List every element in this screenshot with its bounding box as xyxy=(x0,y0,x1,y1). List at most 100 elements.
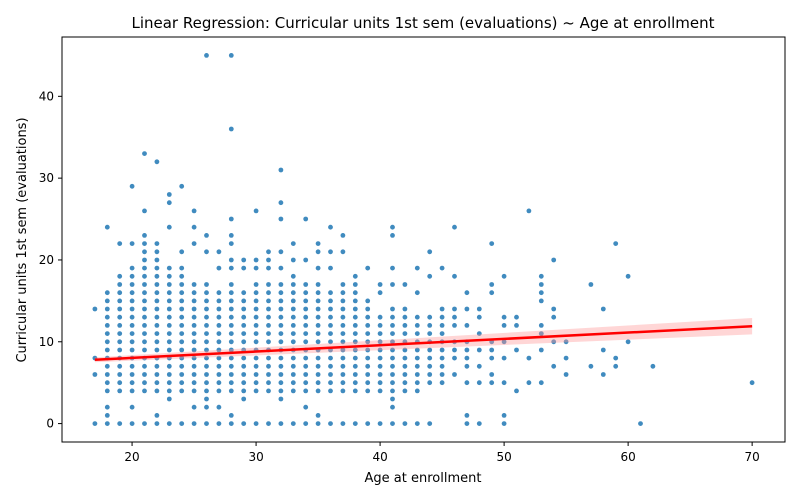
data-point xyxy=(352,282,358,287)
data-point xyxy=(328,265,333,271)
data-point xyxy=(452,347,457,353)
data-point xyxy=(489,290,495,296)
data-point xyxy=(166,265,172,271)
data-point xyxy=(278,363,284,369)
data-point xyxy=(278,314,284,320)
data-point xyxy=(489,282,495,287)
data-point xyxy=(166,298,172,304)
data-point xyxy=(117,298,123,304)
data-point xyxy=(439,363,445,369)
data-point xyxy=(253,265,259,271)
data-point xyxy=(303,314,309,320)
data-point xyxy=(216,421,222,426)
data-point xyxy=(303,388,309,394)
data-point xyxy=(514,347,519,353)
data-point xyxy=(464,380,470,386)
data-point xyxy=(228,380,234,386)
data-point xyxy=(216,363,222,369)
data-point xyxy=(538,282,544,287)
data-point xyxy=(600,347,606,353)
data-point xyxy=(278,396,284,402)
data-point xyxy=(154,363,160,369)
x-tick-label: 50 xyxy=(496,450,511,464)
data-point xyxy=(340,363,346,369)
data-point xyxy=(377,421,383,426)
data-point xyxy=(352,347,358,353)
data-point xyxy=(390,372,395,377)
data-point xyxy=(228,331,234,336)
data-point xyxy=(315,421,321,426)
data-point xyxy=(402,282,408,287)
data-point xyxy=(179,388,185,394)
data-point xyxy=(538,298,544,304)
data-point xyxy=(204,363,209,369)
data-point xyxy=(377,331,383,336)
data-point xyxy=(303,298,309,304)
data-point xyxy=(204,290,209,296)
data-point xyxy=(538,290,544,296)
x-tick-label: 20 xyxy=(124,450,139,464)
data-point xyxy=(290,363,296,369)
data-point xyxy=(179,339,185,345)
data-point xyxy=(228,347,234,353)
data-point xyxy=(613,363,619,369)
data-point xyxy=(390,421,395,426)
data-point xyxy=(266,249,271,255)
data-point xyxy=(352,290,358,296)
data-point xyxy=(303,363,309,369)
data-point xyxy=(129,421,135,426)
data-point xyxy=(315,290,321,296)
data-point xyxy=(290,241,296,247)
data-point xyxy=(315,323,321,328)
data-point xyxy=(228,421,234,426)
data-point xyxy=(191,363,197,369)
data-point xyxy=(315,265,321,271)
data-point xyxy=(414,388,420,394)
data-point xyxy=(266,355,271,361)
data-point xyxy=(315,339,321,345)
data-point xyxy=(365,363,371,369)
data-point xyxy=(538,273,544,279)
data-point xyxy=(216,265,222,271)
data-point xyxy=(427,273,433,279)
data-point xyxy=(179,331,185,336)
data-point xyxy=(489,347,495,353)
data-point xyxy=(315,306,321,312)
data-point xyxy=(253,363,259,369)
data-point xyxy=(266,372,271,377)
data-point xyxy=(104,413,110,418)
data-point xyxy=(216,249,222,255)
data-point xyxy=(476,421,482,426)
data-point xyxy=(142,331,147,336)
data-point xyxy=(204,396,209,402)
data-point xyxy=(166,396,172,402)
data-point xyxy=(204,355,209,361)
data-point xyxy=(142,306,147,312)
data-point xyxy=(129,306,135,312)
data-point xyxy=(228,314,234,320)
data-point xyxy=(129,273,135,279)
data-point xyxy=(402,323,408,328)
data-point xyxy=(166,273,172,279)
data-point xyxy=(390,347,395,353)
data-point xyxy=(501,314,507,320)
y-tick-label: 10 xyxy=(39,335,54,349)
data-point xyxy=(266,380,271,386)
data-point xyxy=(340,421,346,426)
data-point xyxy=(352,355,358,361)
data-point xyxy=(365,306,371,312)
data-point xyxy=(476,380,482,386)
data-point xyxy=(340,388,346,394)
data-point xyxy=(166,363,172,369)
data-point xyxy=(452,323,457,328)
data-point xyxy=(129,363,135,369)
data-point xyxy=(476,314,482,320)
data-point xyxy=(166,421,172,426)
data-point xyxy=(104,388,110,394)
data-point xyxy=(328,388,333,394)
data-point xyxy=(191,314,197,320)
data-point xyxy=(241,290,247,296)
data-point xyxy=(390,314,395,320)
